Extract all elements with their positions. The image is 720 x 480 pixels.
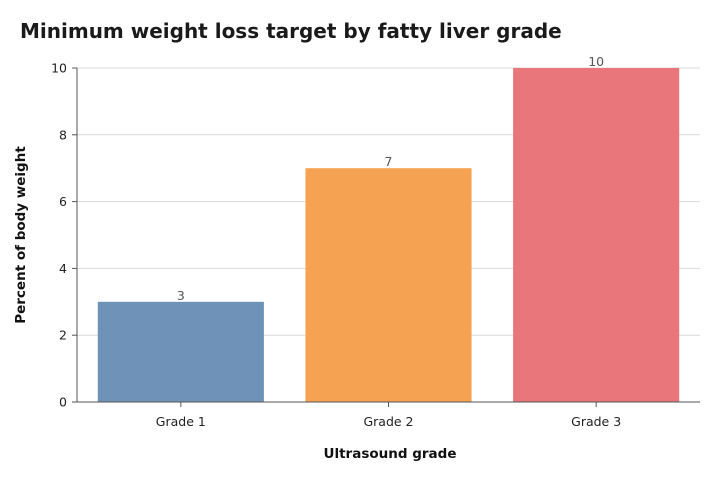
bar-grade-3 xyxy=(513,68,680,402)
bars xyxy=(97,68,680,402)
data-label: 3 xyxy=(177,288,185,303)
y-tick-label: 2 xyxy=(59,328,67,343)
data-label: 7 xyxy=(385,154,393,169)
x-axis-title: Ultrasound grade xyxy=(324,446,457,462)
x-tick-label: Grade 2 xyxy=(363,414,413,429)
y-axis-title: Percent of body weight xyxy=(13,146,29,324)
bar-grade-1 xyxy=(97,301,264,402)
x-tick-label: Grade 1 xyxy=(156,414,206,429)
x-tick-label: Grade 3 xyxy=(571,414,621,429)
y-tick-label: 8 xyxy=(59,127,67,142)
y-tick-label: 0 xyxy=(59,395,67,410)
y-tick-label: 6 xyxy=(59,194,67,209)
y-tick-label: 10 xyxy=(51,61,67,76)
bar-grade-2 xyxy=(305,168,472,402)
axes xyxy=(72,67,700,407)
labels: 0 2 4 6 8 10 3 Grade 1 7 Grade 2 10 Grade 3 xyxy=(51,54,621,429)
y-tick-label: 4 xyxy=(59,261,67,276)
chart-title: Minimum weight loss target by fatty live… xyxy=(20,19,562,43)
data-label: 10 xyxy=(588,54,604,69)
